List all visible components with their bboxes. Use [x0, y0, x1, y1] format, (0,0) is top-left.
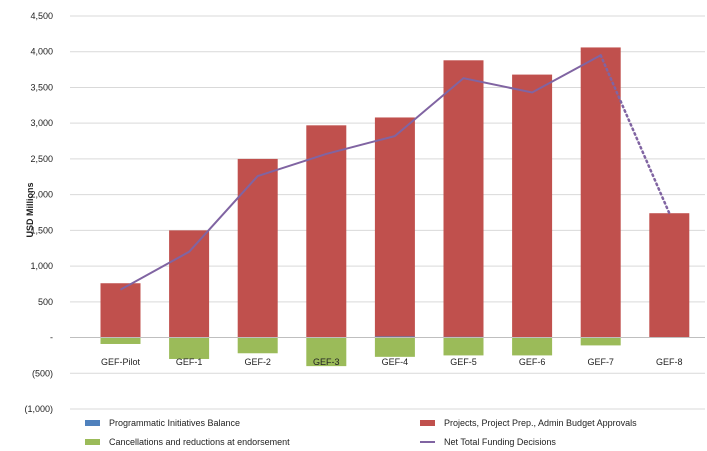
x-tick-label: GEF-4 [382, 357, 409, 367]
y-tick-label: 2,000 [30, 190, 53, 200]
cancellations-bar [512, 337, 553, 356]
y-tick-label: 4,500 [30, 11, 53, 21]
x-tick-label: GEF-Pilot [101, 357, 141, 367]
programmatic-bar [374, 336, 415, 338]
legend-label: Net Total Funding Decisions [444, 437, 556, 447]
projects-bar [237, 158, 278, 338]
y-tick-label: 2,500 [30, 154, 53, 164]
x-tick-label: GEF-3 [313, 357, 340, 367]
cancellations-bar [237, 337, 278, 354]
x-tick-label: GEF-7 [587, 357, 614, 367]
y-tick-label: 500 [38, 297, 53, 307]
projects-bar [100, 283, 141, 338]
y-tick-label: 1,500 [30, 225, 53, 235]
projects-bar [443, 60, 484, 338]
y-tick-label: (1,000) [24, 404, 53, 414]
y-axis-label: USD Millions [25, 182, 35, 237]
y-tick-label: 1,000 [30, 261, 53, 271]
cancellations-bar [306, 337, 347, 367]
projects-bar [580, 47, 621, 338]
legend: Programmatic Initiatives Balance Projects… [85, 418, 637, 447]
y-axis: (1,000) (500) - 500 1,000 1,500 2,000 2,500 3,00… [24, 11, 53, 414]
x-tick-label: GEF-8 [656, 357, 683, 367]
legend-swatch [85, 439, 100, 445]
y-tick-label: 4,000 [30, 47, 53, 57]
y-tick-label: - [50, 333, 53, 343]
cancellations-bar [100, 337, 141, 344]
bars [100, 47, 690, 367]
projects-bar [169, 230, 210, 338]
legend-label: Cancellations and reductions at endorsem… [109, 437, 290, 447]
net-total-dotted-line [599, 54, 671, 215]
legend-label: Programmatic Initiatives Balance [109, 418, 240, 428]
net-total-line [120, 54, 671, 291]
cancellations-bar [169, 337, 210, 359]
x-tick-label: GEF-6 [519, 357, 546, 367]
cancellations-bar [580, 337, 621, 346]
cancellations-bar [443, 337, 484, 356]
x-axis: GEF-Pilot GEF-1 GEF-2 GEF-3 GEF-4 GEF-5 GEF-6 G… [70, 337, 705, 367]
projects-bar [649, 213, 690, 338]
projects-bar [374, 117, 415, 338]
x-tick-label: GEF-2 [244, 357, 271, 367]
net-total-solid-line [120, 54, 602, 291]
y-tick-label: 3,500 [30, 82, 53, 92]
legend-label: Projects, Project Prep., Admin Budget Ap… [444, 418, 637, 428]
projects-bar [306, 125, 347, 338]
x-tick-label: GEF-5 [450, 357, 477, 367]
legend-swatch [85, 420, 100, 426]
projects-bar [512, 74, 553, 338]
x-tick-label: GEF-1 [176, 357, 203, 367]
legend-swatch [420, 420, 435, 426]
y-tick-label: (500) [32, 368, 53, 378]
cancellations-bar [374, 337, 415, 357]
y-tick-label: 3,000 [30, 118, 53, 128]
